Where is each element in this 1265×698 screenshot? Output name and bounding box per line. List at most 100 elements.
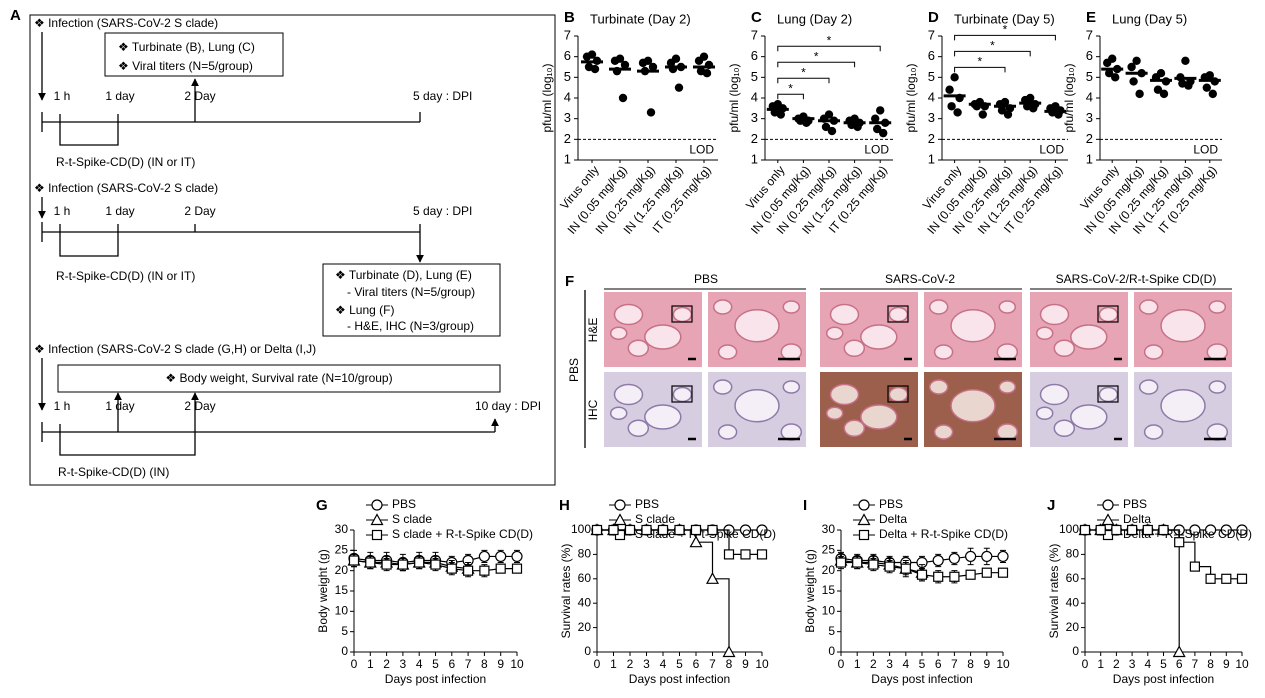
data-point [1208, 89, 1218, 99]
inset-box [887, 385, 909, 403]
data-point [694, 56, 704, 65]
tissue-lumen [825, 326, 844, 340]
marker [614, 499, 626, 511]
data-point [646, 108, 656, 117]
significance-label: * [990, 39, 995, 53]
tissue-lumen [717, 424, 738, 440]
y-tick-label: 6 [564, 48, 571, 63]
tissue-lumen [672, 306, 693, 323]
marker [835, 557, 847, 568]
x-tick-label: 3 [886, 657, 893, 671]
timeline [41, 112, 421, 146]
data-point [947, 102, 956, 111]
marker [1095, 524, 1106, 536]
significance-label: * [977, 55, 982, 69]
tissue-lumen [888, 306, 909, 323]
y-tick-label: 6 [1086, 48, 1093, 63]
tissue-lumen [1206, 423, 1229, 441]
marker [1221, 573, 1232, 584]
y-tick-label: 6 [928, 48, 935, 63]
histology-images [604, 292, 1232, 447]
tissue-lumen [609, 406, 628, 420]
marker [981, 567, 992, 578]
time-label: 2 Day [184, 204, 215, 218]
lod-label: LOD [1193, 143, 1218, 157]
inset-box [671, 385, 693, 403]
x-tick-label: 3 [643, 657, 650, 671]
panel-letter: E [1086, 9, 1096, 26]
y-tick-label: 5 [341, 624, 348, 638]
legend-label: S clade [392, 512, 432, 526]
data-point [1103, 58, 1112, 68]
y-axis-label: pfu/ml (log₁₀) [727, 63, 741, 132]
x-axis-label: Days post infection [1113, 672, 1214, 686]
data-point [610, 56, 620, 65]
significance-bracket [777, 61, 856, 68]
marker [414, 557, 425, 568]
tissue-lumen [998, 380, 1017, 394]
marker [1236, 524, 1248, 536]
x-tick-label: 1 [610, 657, 617, 671]
data-point [590, 64, 600, 74]
data-point [950, 73, 959, 82]
marker [964, 550, 977, 563]
y-tick-label: 4 [928, 89, 935, 104]
y-tick-label: 3 [928, 110, 935, 125]
tissue-lumen [672, 386, 693, 403]
tissue-lumen [644, 404, 682, 430]
time-label: 1 h [54, 204, 71, 218]
y-tick-label: 20 [822, 563, 836, 577]
time-label: 10 day : DPI [475, 399, 541, 413]
time-label: 1 h [54, 89, 71, 103]
tissue-lumen [843, 419, 866, 437]
tissue-lumen [1070, 404, 1108, 430]
marker [1111, 524, 1122, 536]
data-point [776, 110, 785, 119]
legend-label: S clade + R-t-Spike CD(D) [392, 527, 533, 541]
x-tick-label: 8 [726, 657, 733, 671]
data-point [620, 60, 630, 70]
data-point [582, 52, 592, 61]
x-tick-label: 6 [448, 657, 455, 671]
data-point [1105, 69, 1114, 78]
marker [1204, 524, 1217, 536]
x-tick-label: 2 [383, 657, 390, 671]
time-label: 1 day [105, 204, 134, 218]
lod-label: LOD [864, 143, 889, 157]
legend-label: Delta [879, 512, 907, 526]
marker [857, 513, 871, 526]
step-line [712, 578, 730, 652]
marker [624, 524, 636, 536]
marker [981, 550, 993, 563]
marker [689, 535, 703, 548]
marker [463, 565, 474, 576]
x-tick-label: 7 [951, 657, 958, 671]
data-point [821, 122, 831, 132]
legend-label: Delta + R-t-Spike CD(D) [1123, 527, 1252, 541]
tissue-lumen [1070, 324, 1108, 350]
y-tick-label: 4 [564, 89, 571, 104]
tissue-lumen [1098, 386, 1119, 403]
time-label: 5 day : DPI [413, 89, 472, 103]
inset-box [887, 305, 909, 323]
x-tick-label: 3 [1129, 657, 1136, 671]
legend-label: PBS [392, 497, 416, 511]
chart-title: Turbinate (Day 2) [590, 11, 691, 26]
marker [381, 559, 392, 570]
panel-letter: F [565, 273, 574, 290]
step-line [1163, 529, 1180, 652]
marker [933, 571, 944, 582]
tissue-lumen [780, 423, 803, 441]
x-tick-label: 4 [902, 657, 909, 671]
y-tick-label: 6 [751, 48, 758, 63]
x-tick-label: 2 [1113, 657, 1120, 671]
data-point [1129, 77, 1138, 86]
column-header: PBS [694, 272, 718, 286]
tissue-lumen [996, 343, 1019, 361]
tissue-lumen [609, 326, 628, 340]
panel-a-frame [29, 14, 556, 486]
marker [1172, 645, 1186, 658]
data-point [1003, 110, 1013, 119]
y-axis-label: pfu/ml (log₁₀) [540, 63, 554, 132]
